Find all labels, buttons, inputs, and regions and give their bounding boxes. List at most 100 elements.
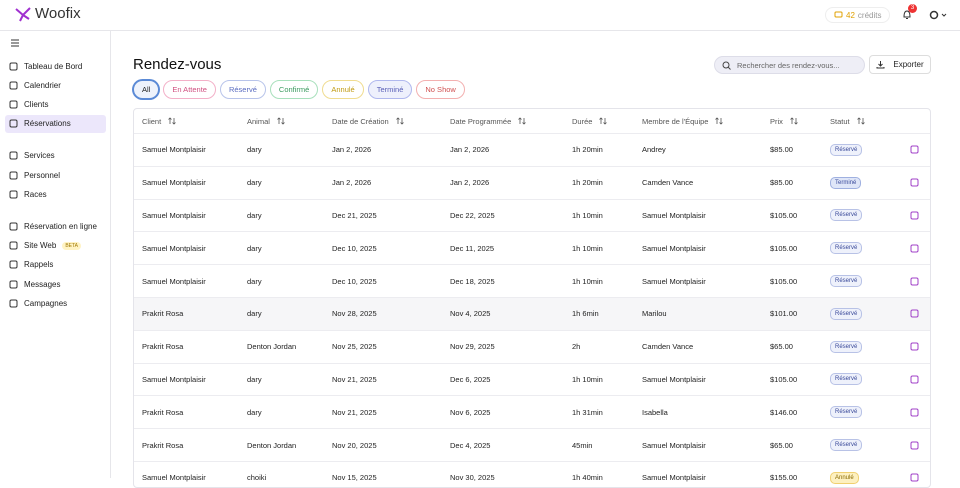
column-header[interactable]: Date de Création — [332, 109, 404, 133]
cell: Samuel Montplaisir — [142, 178, 206, 188]
sort-icon[interactable] — [395, 117, 404, 125]
cell: Samuel Montplaisir — [142, 145, 206, 155]
sort-icon[interactable] — [599, 117, 608, 125]
table-row[interactable]: Prakrit Rosa dary Nov 28, 2025 Nov 4, 2025 1… — [134, 297, 930, 330]
column-header[interactable]: Statut — [830, 109, 865, 133]
cell: Isabella — [642, 407, 668, 417]
icon — [9, 151, 18, 160]
nav-badge: BETA — [62, 241, 82, 250]
calendar-action[interactable] — [910, 167, 919, 199]
cell: Samuel Montplaisir — [642, 440, 706, 450]
settings-icon[interactable] — [929, 10, 949, 20]
cell: Samuel Montplaisir — [642, 210, 706, 220]
sort-icon[interactable] — [715, 117, 724, 125]
calendar-action[interactable] — [910, 232, 919, 264]
calendar-action[interactable] — [910, 462, 919, 487]
cell: $65.00 — [770, 342, 793, 352]
nav-item[interactable]: Services — [5, 147, 106, 165]
nav-item[interactable]: Calendrier — [5, 76, 106, 94]
export-button[interactable]: Exporter — [869, 55, 931, 74]
cell: Terminé — [830, 167, 862, 199]
cell: 2h — [572, 342, 581, 352]
nav-item[interactable]: Réservation en ligne — [5, 217, 106, 235]
search-box[interactable]: Rechercher des rendez-vous... — [714, 56, 865, 74]
cell: 1h 20min — [572, 178, 603, 188]
calendar-action[interactable] — [910, 396, 919, 428]
sort-icon[interactable] — [518, 117, 527, 125]
table-row[interactable]: Samuel Montplaisir choiki Nov 15, 2025 Nov … — [134, 461, 930, 487]
search-icon — [722, 61, 731, 70]
nav-item[interactable]: Rappels — [5, 256, 106, 274]
calendar-action[interactable] — [910, 429, 919, 461]
table-row[interactable]: Samuel Montplaisir dary Nov 21, 2025 Dec 6,… — [134, 362, 930, 396]
cell: dary — [247, 210, 262, 220]
filter-pill[interactable]: Annulé — [322, 80, 364, 99]
bell-icon[interactable] — [902, 9, 912, 20]
sort-icon[interactable] — [856, 117, 865, 125]
nav-item[interactable]: Clients — [5, 95, 106, 113]
nav-item[interactable]: Messages — [5, 275, 106, 293]
table-row[interactable]: Samuel Montplaisir dary Dec 21, 2025 Dec 22… — [134, 198, 930, 232]
sort-icon[interactable] — [168, 117, 176, 125]
nav-item[interactable]: Tableau de Bord — [5, 57, 106, 75]
nav-label: Services — [24, 151, 55, 161]
nav-item[interactable]: Campagnes — [5, 294, 106, 312]
column-header[interactable]: Durée — [572, 109, 608, 133]
logo[interactable]: Woofix — [14, 5, 81, 22]
cell: dary — [247, 407, 262, 417]
nav-item[interactable]: Site Web BETA — [5, 237, 106, 255]
cell: $85.00 — [770, 145, 793, 155]
nav-label: Clients — [24, 99, 49, 109]
filter-pill[interactable]: En Attente — [163, 80, 216, 99]
cell: Nov 28, 2025 — [332, 309, 377, 319]
cell: Samuel Montplaisir — [642, 473, 706, 483]
table-row[interactable]: Prakrit Rosa Denton Jordan Nov 25, 2025 Nov… — [134, 329, 930, 363]
header-label: Date Programmée — [450, 116, 512, 126]
table-row[interactable]: Samuel Montplaisir dary Dec 10, 2025 Dec 11… — [134, 231, 930, 264]
filter-pill[interactable]: Confirmé — [269, 80, 319, 99]
cell: Prakrit Rosa — [142, 342, 184, 352]
calendar-action[interactable] — [910, 364, 919, 396]
icon — [9, 190, 18, 199]
column-header[interactable]: Animal — [247, 109, 285, 133]
nav-item[interactable]: Races — [5, 185, 106, 203]
filter-pill[interactable]: Réservé — [219, 80, 266, 99]
column-header[interactable]: Date Programmée — [450, 109, 527, 133]
nav-item[interactable]: Personnel — [5, 166, 106, 184]
column-header[interactable]: Prix — [770, 109, 798, 133]
cell: Dec 18, 2025 — [450, 276, 495, 286]
sort-icon[interactable] — [790, 117, 798, 125]
cell: Nov 30, 2025 — [450, 473, 495, 483]
credits[interactable]: 42 crédits — [825, 7, 891, 23]
sort-icon[interactable] — [277, 117, 285, 125]
nav-label: Réservations — [24, 119, 71, 129]
cell: Marilou — [642, 309, 667, 319]
header-label: Date de Création — [332, 116, 389, 126]
cell: $105.00 — [770, 243, 798, 253]
icon — [9, 62, 18, 70]
table-row[interactable]: Prakrit Rosa dary Nov 21, 2025 Nov 6, 2025 1… — [134, 395, 930, 428]
table-row[interactable]: Samuel Montplaisir dary Jan 2, 2026 Jan 2, … — [134, 165, 930, 199]
menu-icon[interactable] — [11, 39, 20, 47]
table-row[interactable]: Samuel Montplaisir dary Dec 10, 2025 Dec 18… — [134, 264, 930, 297]
calendar-action[interactable] — [910, 134, 919, 166]
status-badge: Réservé — [830, 242, 863, 255]
filter-pill[interactable]: All — [133, 80, 160, 99]
filter-pill[interactable]: Terminé — [367, 80, 413, 99]
cell: 1h 40min — [572, 473, 603, 483]
cell: Samuel Montplaisir — [642, 276, 706, 286]
table-row[interactable]: Samuel Montplaisir dary Jan 2, 2026 Jan 2, … — [134, 133, 930, 166]
table-row[interactable]: Prakrit Rosa Denton Jordan Nov 20, 2025 Dec… — [134, 428, 930, 461]
filter-pill[interactable]: No Show — [416, 80, 465, 99]
calendar-action[interactable] — [910, 331, 919, 363]
calendar-action[interactable] — [910, 298, 919, 330]
calendar-action[interactable] — [910, 265, 919, 297]
nav-label: Calendrier — [24, 80, 61, 90]
column-header[interactable]: Client — [142, 109, 176, 133]
column-header[interactable]: Membre de l'Équipe — [642, 109, 724, 133]
credits-icon — [834, 11, 843, 18]
calendar-action[interactable] — [910, 200, 919, 232]
nav-item[interactable]: Réservations — [5, 114, 106, 133]
cell: 45min — [572, 440, 593, 450]
logo-text: Woofix — [35, 5, 81, 22]
